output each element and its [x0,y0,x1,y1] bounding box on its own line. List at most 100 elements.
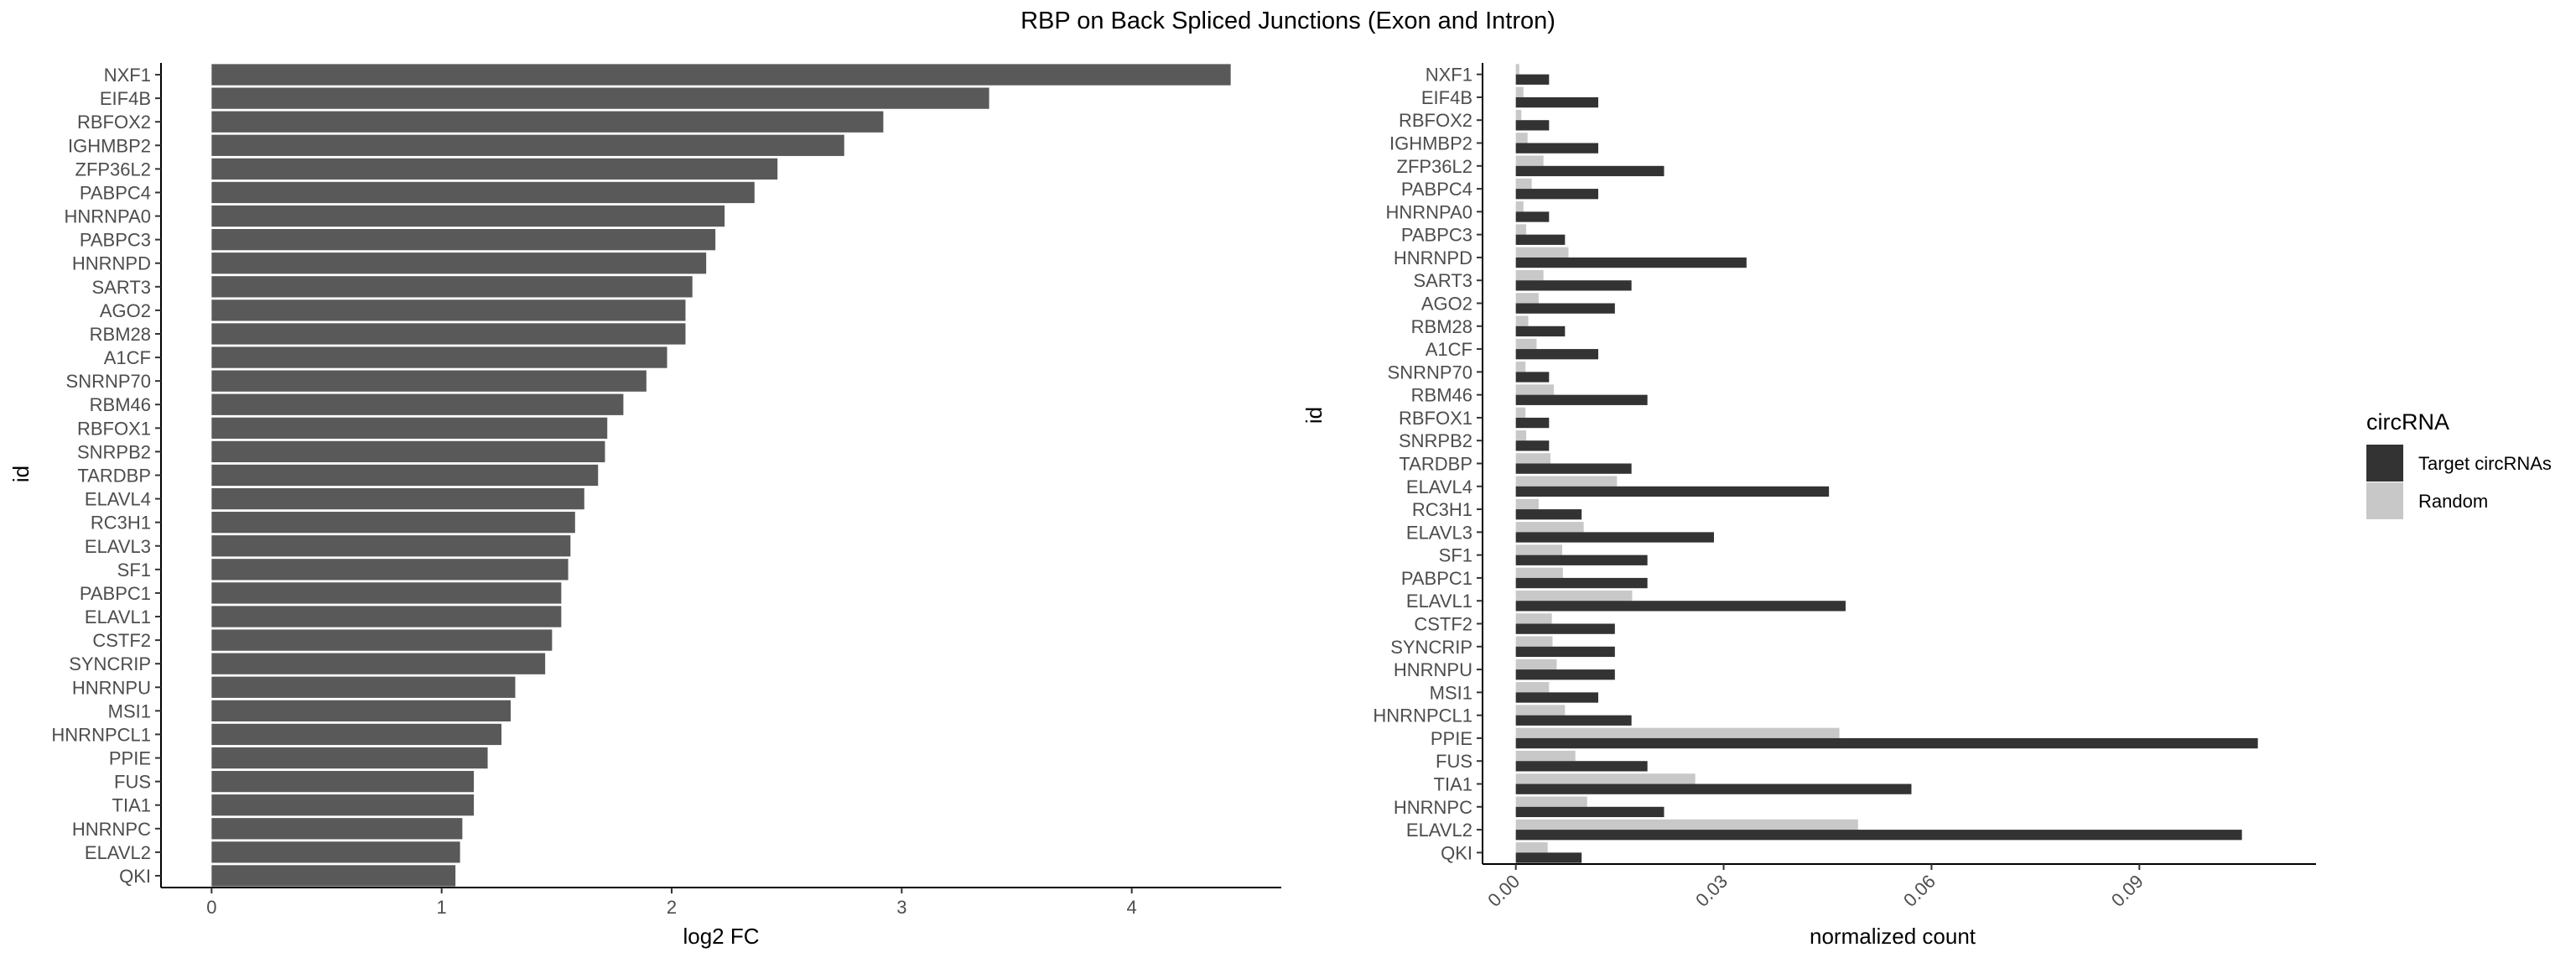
bar-target-syncrip [1515,646,1615,658]
right-y-axis-title: id [1301,407,1327,424]
bar-ppie [211,747,488,769]
bar-sart3 [211,276,693,298]
legend-swatch-random [2366,482,2403,519]
right-category-label: TARDBP [1399,454,1472,475]
left-category-label: ELAVL4 [85,489,151,510]
bar-random-ighmbp2 [1515,133,1528,143]
bar-target-hnrnpcl1 [1515,715,1632,726]
bar-target-eif4b [1515,96,1598,108]
bar-random-elavl4 [1515,476,1618,487]
bar-random-snrnp70 [1515,362,1526,372]
bar-rc3h1 [211,512,575,534]
right-category-label: SNRPB2 [1399,430,1472,451]
bar-tia1 [211,794,475,816]
left-category-label: A1CF [104,347,151,368]
right-category-label: HNRNPCL1 [1373,705,1472,726]
left-category-label: PABPC3 [80,230,151,251]
left-category-label: SNRPB2 [77,441,151,462]
right-category-label: HNRNPD [1394,247,1472,268]
right-category-label: QKI [1441,842,1472,863]
right-category-label: ELAVL3 [1406,522,1472,543]
legend-title: circRNA [2366,409,2449,435]
bar-target-elavl3 [1515,532,1714,543]
left-category-label: CSTF2 [92,630,151,651]
bar-target-pabpc1 [1515,577,1648,589]
bar-random-ago2 [1515,293,1539,304]
right-category-label: ELAVL2 [1406,820,1472,841]
bar-target-rbm28 [1515,325,1566,337]
bar-target-a1cf [1515,349,1598,360]
bar-elavl2 [211,841,460,863]
left-category-label: ELAVL3 [85,536,151,557]
bar-random-hnrnpa0 [1515,201,1524,212]
bar-target-tardbp [1515,463,1632,474]
right-panel-normalized-count: NXF1EIF4BRBFOX2IGHMBP2ZFP36L2PABPC4HNRNP… [1301,63,2316,949]
right-category-label: RBM46 [1411,385,1472,406]
bar-target-hnrnpd [1515,257,1747,268]
left-x-tick-label: 1 [437,897,447,918]
left-category-label: RBM46 [90,394,151,415]
left-category-label: TARDBP [77,466,151,487]
left-category-label: SF1 [117,560,151,581]
left-category-label: SNRNP70 [66,371,151,392]
bar-random-ppie [1515,727,1840,738]
bar-random-nxf1 [1515,64,1519,75]
bar-random-zfp36l2 [1515,155,1544,166]
bar-target-elavl2 [1515,830,2242,841]
bar-fus [211,770,475,793]
bar-a1cf [211,346,667,368]
left-category-label: FUS [114,772,151,793]
bar-target-snrnp70 [1515,372,1550,383]
right-category-label: IGHMBP2 [1389,133,1472,154]
bar-random-a1cf [1515,338,1537,350]
right-category-labels: NXF1EIF4BRBFOX2IGHMBP2ZFP36L2PABPC4HNRNP… [1373,65,1483,863]
left-category-label: RC3H1 [91,513,151,534]
bar-sf1 [211,559,569,581]
bar-target-hnrnpc [1515,806,1665,818]
bar-random-fus [1515,750,1576,762]
right-category-label: HNRNPA0 [1385,201,1472,222]
bar-random-hnrnpu [1515,659,1557,670]
left-category-label: QKI [119,866,151,887]
bar-rbfox1 [211,417,608,439]
left-category-label: EIF4B [100,88,151,109]
right-category-label: PPIE [1431,728,1472,749]
right-category-label: TIA1 [1434,774,1472,795]
bar-random-elavl3 [1515,522,1584,533]
left-category-label: HNRNPA0 [64,206,151,227]
bar-ago2 [211,299,686,321]
right-category-label: RBM28 [1411,316,1472,337]
bar-target-pabpc4 [1515,189,1598,200]
right-x-axis-title: normalized count [1810,924,1976,949]
figure-title: RBP on Back Spliced Junctions (Exon and … [1021,8,1555,34]
left-x-tick-label: 4 [1127,897,1137,918]
bar-random-eif4b [1515,86,1524,97]
left-category-label: ELAVL1 [85,607,151,627]
bar-target-ighmbp2 [1515,143,1598,154]
bar-random-rc3h1 [1515,498,1539,510]
left-category-label: ELAVL2 [85,842,151,863]
right-category-label: SF1 [1439,545,1472,566]
legend-label-target: Target circRNAs [2418,453,2552,474]
bar-target-hnrnpa0 [1515,211,1550,222]
right-category-label: PABPC1 [1401,568,1472,589]
bar-pabpc3 [211,229,716,251]
left-category-label: HNRNPCL1 [51,724,151,745]
bar-random-rbm46 [1515,384,1555,395]
bar-qki [211,865,456,887]
bar-target-sart3 [1515,280,1632,291]
bar-random-rbfox2 [1515,109,1522,121]
left-category-label: PABPC1 [80,583,151,604]
bar-pabpc4 [211,181,755,204]
bar-rbfox2 [211,111,884,133]
bar-msi1 [211,700,511,721]
right-category-label: HNRNPU [1394,659,1472,680]
bar-syncrip [211,653,546,674]
right-category-label: AGO2 [1421,294,1472,315]
left-category-label: ZFP36L2 [75,159,152,180]
bar-nxf1 [211,64,1231,86]
bar-snrnp70 [211,370,647,392]
bar-rbm28 [211,323,686,345]
